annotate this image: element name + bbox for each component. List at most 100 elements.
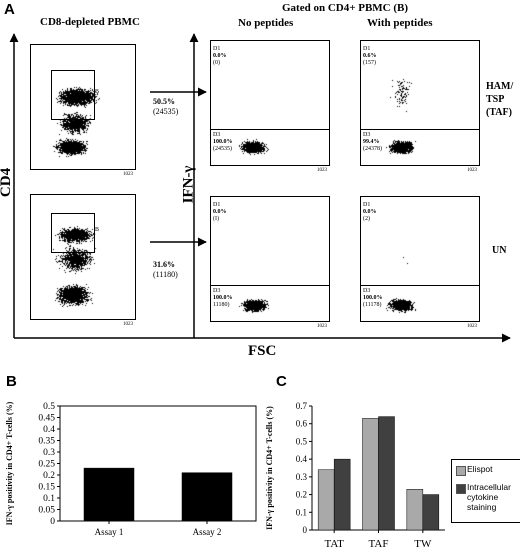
gate-count-1: (24535) <box>153 107 179 116</box>
bar-taf <box>362 418 379 531</box>
y-tick-label: 0.3 <box>296 472 308 482</box>
d1-count: (2) <box>363 216 370 222</box>
d1-count: (I) <box>213 216 219 222</box>
x-tick-label: TW <box>414 538 432 550</box>
quadrant-line <box>361 129 479 130</box>
d3-stats: D3 100.0% (11178) <box>363 288 383 309</box>
cd4-dotplot-2-dots <box>31 195 135 319</box>
panel-letter-b: B <box>6 373 17 390</box>
gate-stat-1: 50.5% (24535) <box>153 97 178 117</box>
legend-label-ics: Intracellular cytokine staining <box>467 482 511 512</box>
y-tick-label: 0.4 <box>296 454 308 464</box>
condition-label-1: HAM/ TSP (TAF) <box>486 80 513 119</box>
legend-swatch-ics <box>456 484 466 494</box>
legend-swatch-elispot <box>456 466 466 476</box>
d3-count: (24378) <box>363 146 382 152</box>
condition-line: TSP <box>486 94 505 105</box>
y-axis-title: IFN-γ positivity in CD4+ T-cells (%) <box>265 406 274 530</box>
cd4-dotplot-1-dots <box>31 45 135 169</box>
chart-c: 0 0.1 0.2 0.3 0.4 0.5 0.6 0.7 TAT TAF TW IFN-γ posi… <box>265 401 445 550</box>
tick-1023: 1023 <box>467 168 477 173</box>
d1-pct: 0.6% <box>363 53 377 59</box>
d3-stats: D3 100.0% 11180) <box>213 288 233 309</box>
ifng-axis-title: IFN-γ <box>180 165 197 204</box>
y-tick-label: 0.45 <box>38 414 55 424</box>
gate-stat-2: 31.6% (11180) <box>153 260 178 280</box>
bar-tw <box>422 494 440 531</box>
y-tick-label: 0.7 <box>296 401 308 411</box>
panel-letter-a: A <box>4 1 15 18</box>
ifng-plot-r1-withpep: D1 0.6% (157) D3 99.4% (24378) 1023 <box>360 40 480 173</box>
condition-line: HAM/ <box>486 81 514 92</box>
d3-count: (11178) <box>363 302 382 308</box>
d1-pct: 0.0% <box>213 53 227 59</box>
y-tick-label: 0.5 <box>296 436 308 446</box>
quadrant-line <box>361 285 479 286</box>
y-tick-label: 0 <box>303 525 308 535</box>
gate-count-2: (11180) <box>153 270 178 279</box>
ifng-plot-r2-nopep-dots <box>211 197 329 321</box>
d1-label: D1 <box>213 46 221 52</box>
quadrant-line <box>211 129 329 130</box>
d3-pct: 99.4% <box>363 139 380 145</box>
y-tick-label: 0.3 <box>43 448 55 458</box>
cd4-dotplot-1: B 1023 <box>30 44 136 177</box>
cd4-dotplot-2: B 1023 <box>30 194 136 327</box>
cd4-axis-title: CD4 <box>0 167 15 198</box>
tick-1023: 1023 <box>317 168 327 173</box>
y-tick-label: 0 <box>50 517 55 527</box>
col1-header: No peptides <box>238 17 294 29</box>
y-tick-label: 0.1 <box>296 507 307 517</box>
gate-pct-1: 50.5% <box>153 97 175 106</box>
y-axis-title: IFN-γ positivity in CD4+ T-cells (%) <box>5 401 14 525</box>
quadrant-line <box>211 285 329 286</box>
d1-stats: D1 0.0% (2) <box>363 202 377 223</box>
d1-pct: 0.0% <box>213 209 227 215</box>
y-tick-label: 0.15 <box>38 483 55 493</box>
gate-b-box <box>51 70 95 120</box>
gate-b-box <box>51 213 95 253</box>
panel-a-axes <box>9 33 511 343</box>
ifng-plot-r1-nopep-dots <box>211 41 329 165</box>
x-tick-label: TAF <box>369 538 389 550</box>
y-tick-label: 0.35 <box>38 437 55 447</box>
left-column-header: CD8-depleted PBMC <box>40 16 140 28</box>
condition-line: UN <box>492 245 507 256</box>
col2-header: With peptides <box>367 17 433 29</box>
ifng-plot-r2-nopep: D1 0.0% (I) D3 100.0% 11180) 1023 <box>210 196 330 329</box>
y-tick-label: 0.2 <box>43 471 55 481</box>
fsc-axis-title: FSC <box>248 343 277 359</box>
gate-b-letter: B <box>95 89 100 95</box>
d1-stats: D1 0.6% (157) <box>363 46 377 67</box>
panel-letter-c: C <box>276 373 287 390</box>
x-tick-label: Assay 2 <box>193 527 222 537</box>
gate-b-letter: B <box>95 227 100 233</box>
tick-1023: 1023 <box>467 324 477 329</box>
ifng-plot-r2-withpep-dots <box>361 197 479 321</box>
x-tick-label: TAT <box>325 538 345 550</box>
y-tick-label: 0.1 <box>43 494 55 504</box>
d3-label: D3 <box>363 132 371 138</box>
chart-c-legend: Elispot Intracellular cytokine staining <box>451 459 520 523</box>
d1-count: (0) <box>213 60 220 66</box>
bar-assay-1 <box>83 467 135 522</box>
y-tick-label: 0.5 <box>43 402 55 412</box>
d3-label: D3 <box>213 132 221 138</box>
d1-label: D1 <box>363 46 371 52</box>
ifng-plot-r2-withpep: D1 0.0% (2) D3 100.0% (11178) 1023 <box>360 196 480 329</box>
y-tick-label: 0.25 <box>38 460 55 470</box>
d3-pct: 100.0% <box>213 295 233 301</box>
gate-pct-2: 31.6% <box>153 260 175 269</box>
condition-label-2: UN <box>492 244 506 257</box>
bar-tat <box>317 469 335 531</box>
tick-1023: 1023 <box>123 322 133 327</box>
d1-label: D1 <box>213 202 221 208</box>
chart-b: 00.05 0.10.15 0.20.25 0.30.35 0.40.45 0.5 Assa… <box>5 401 257 537</box>
bar-tat <box>333 458 351 531</box>
d1-stats: D1 0.0% (0) <box>213 46 227 67</box>
y-tick-label: 0.05 <box>38 506 55 516</box>
d1-stats: D1 0.0% (I) <box>213 202 227 223</box>
condition-line: (TAF) <box>486 107 512 118</box>
d3-pct: 100.0% <box>213 139 233 145</box>
y-tick-label: 0.2 <box>296 490 307 500</box>
